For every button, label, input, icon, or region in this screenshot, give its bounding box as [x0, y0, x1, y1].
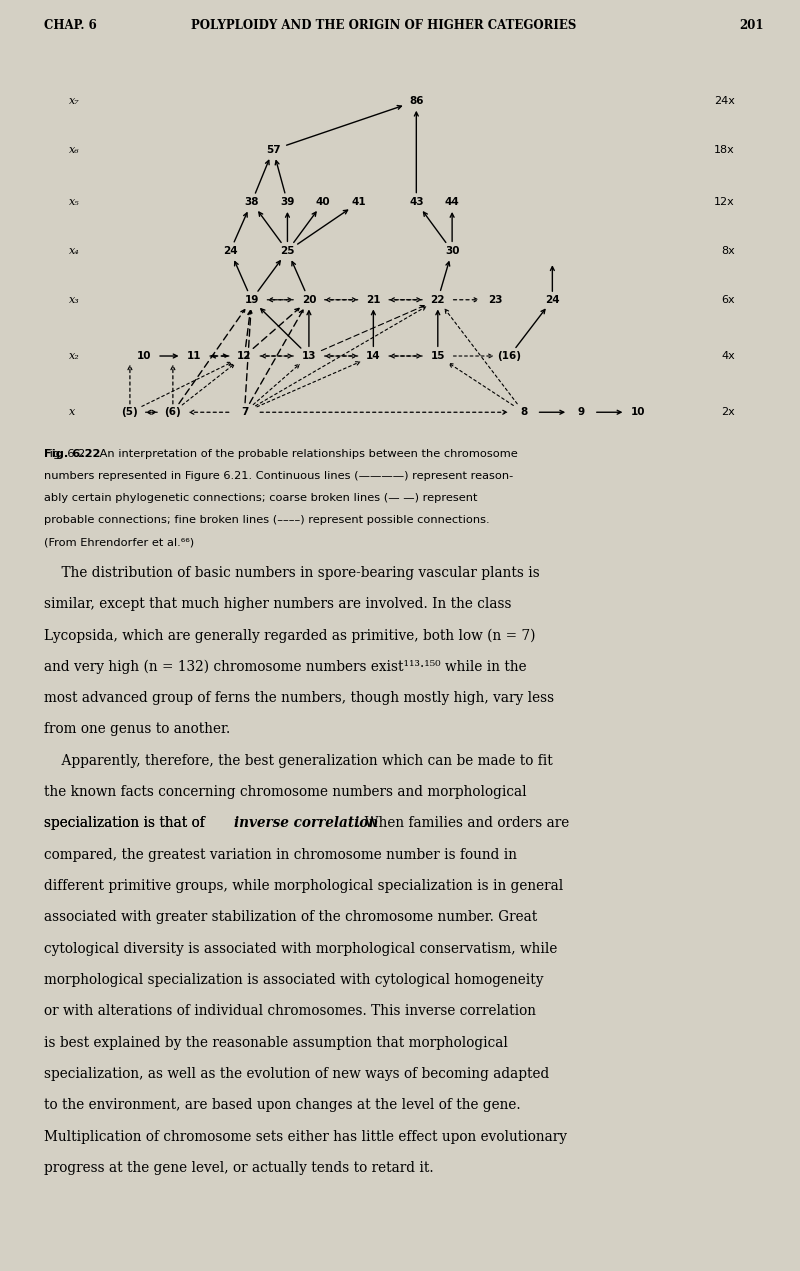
Text: or with alterations of individual chromosomes. This inverse correlation: or with alterations of individual chromo…: [44, 1004, 536, 1018]
Text: compared, the greatest variation in chromosome number is found in: compared, the greatest variation in chro…: [44, 848, 517, 862]
Text: 39: 39: [280, 197, 294, 207]
Text: (16): (16): [498, 351, 522, 361]
Text: 13: 13: [302, 351, 316, 361]
Text: x₂: x₂: [69, 351, 80, 361]
Text: 8: 8: [520, 407, 527, 417]
Text: 20: 20: [302, 295, 316, 305]
Text: (6): (6): [165, 407, 182, 417]
Text: 2x: 2x: [721, 407, 735, 417]
Text: 15: 15: [430, 351, 445, 361]
Text: 9: 9: [578, 407, 585, 417]
Text: probable connections; fine broken lines (––––) represent possible connections.: probable connections; fine broken lines …: [44, 515, 490, 525]
Text: 4x: 4x: [721, 351, 735, 361]
Text: specialization is that of: specialization is that of: [44, 816, 209, 830]
Text: Multiplication of chromosome sets either has little effect upon evolutionary: Multiplication of chromosome sets either…: [44, 1130, 567, 1144]
Text: morphological specialization is associated with cytological homogeneity: morphological specialization is associat…: [44, 972, 543, 986]
Text: 19: 19: [245, 295, 259, 305]
Text: 7: 7: [241, 407, 248, 417]
Text: 8x: 8x: [721, 247, 735, 255]
Text: 24x: 24x: [714, 97, 735, 105]
Text: Fig. 6.22  An interpretation of the probable relationships between the chromosom: Fig. 6.22 An interpretation of the proba…: [44, 449, 518, 459]
Text: Lycopsida, which are generally regarded as primitive, both low (n = 7): Lycopsida, which are generally regarded …: [44, 628, 535, 643]
Text: 10: 10: [137, 351, 151, 361]
Text: associated with greater stabilization of the chromosome number. Great: associated with greater stabilization of…: [44, 910, 538, 924]
Text: and very high (n = 132) chromosome numbers exist¹¹³·¹⁵⁰ while in the: and very high (n = 132) chromosome numbe…: [44, 660, 526, 674]
Text: Fig. 6.22: Fig. 6.22: [44, 449, 100, 459]
Text: 25: 25: [280, 247, 294, 255]
Text: 18x: 18x: [714, 145, 735, 155]
Text: x₇: x₇: [69, 97, 80, 105]
Text: most advanced group of ferns the numbers, though mostly high, vary less: most advanced group of ferns the numbers…: [44, 691, 554, 705]
Text: 22: 22: [430, 295, 445, 305]
Text: CHAP. 6: CHAP. 6: [44, 19, 97, 32]
Text: x: x: [69, 407, 75, 417]
Text: 30: 30: [445, 247, 459, 255]
Text: cytological diversity is associated with morphological conservatism, while: cytological diversity is associated with…: [44, 942, 558, 956]
Text: inverse correlation: inverse correlation: [234, 816, 378, 830]
Text: the known facts concerning chromosome numbers and morphological: the known facts concerning chromosome nu…: [44, 785, 526, 799]
Text: . When families and orders are: . When families and orders are: [356, 816, 570, 830]
Text: 10: 10: [631, 407, 646, 417]
Text: 12: 12: [238, 351, 252, 361]
Text: x₅: x₅: [69, 197, 80, 207]
Text: numbers represented in Figure 6.21. Continuous lines (————) represent reason-: numbers represented in Figure 6.21. Cont…: [44, 470, 514, 480]
Text: similar, except that much higher numbers are involved. In the class: similar, except that much higher numbers…: [44, 597, 511, 611]
Text: 38: 38: [244, 197, 259, 207]
Text: 24: 24: [545, 295, 560, 305]
Text: 41: 41: [352, 197, 366, 207]
Text: to the environment, are based upon changes at the level of the gene.: to the environment, are based upon chang…: [44, 1098, 521, 1112]
Text: x₄: x₄: [69, 247, 80, 255]
Text: 21: 21: [366, 295, 381, 305]
Text: 57: 57: [266, 145, 281, 155]
Text: progress at the gene level, or actually tends to retard it.: progress at the gene level, or actually …: [44, 1160, 434, 1174]
Text: x₃: x₃: [69, 295, 80, 305]
Text: different primitive groups, while morphological specialization is in general: different primitive groups, while morpho…: [44, 880, 563, 894]
Text: The distribution of basic numbers in spore-bearing vascular plants is: The distribution of basic numbers in spo…: [44, 566, 540, 580]
Text: 44: 44: [445, 197, 459, 207]
Text: (5): (5): [122, 407, 138, 417]
Text: (From Ehrendorfer et al.⁶⁶): (From Ehrendorfer et al.⁶⁶): [44, 538, 194, 548]
Text: 43: 43: [409, 197, 424, 207]
Text: specialization is that of: specialization is that of: [44, 816, 209, 830]
Text: x₆: x₆: [69, 145, 80, 155]
Text: ably certain phylogenetic connections; coarse broken lines (— —) represent: ably certain phylogenetic connections; c…: [44, 493, 478, 503]
Text: 11: 11: [187, 351, 202, 361]
Text: 6x: 6x: [722, 295, 735, 305]
Text: POLYPLOIDY AND THE ORIGIN OF HIGHER CATEGORIES: POLYPLOIDY AND THE ORIGIN OF HIGHER CATE…: [191, 19, 577, 32]
Text: 201: 201: [739, 19, 764, 32]
Text: 23: 23: [488, 295, 502, 305]
Text: specialization, as well as the evolution of new ways of becoming adapted: specialization, as well as the evolution…: [44, 1066, 550, 1080]
Text: 14: 14: [366, 351, 381, 361]
Text: 12x: 12x: [714, 197, 735, 207]
Text: Apparently, therefore, the best generalization which can be made to fit: Apparently, therefore, the best generali…: [44, 754, 553, 768]
Text: 40: 40: [316, 197, 330, 207]
Text: from one genus to another.: from one genus to another.: [44, 722, 230, 736]
Text: 24: 24: [223, 247, 238, 255]
Text: 86: 86: [409, 97, 423, 105]
Text: is best explained by the reasonable assumption that morphological: is best explained by the reasonable assu…: [44, 1036, 508, 1050]
